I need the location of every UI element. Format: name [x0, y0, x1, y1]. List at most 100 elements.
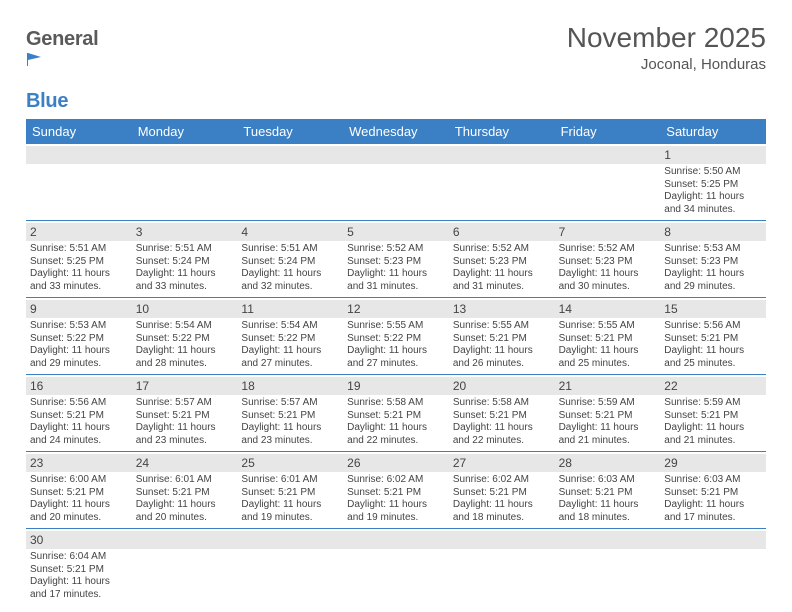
- day-detail-line: and 30 minutes.: [559, 281, 657, 294]
- day-detail-line: Sunrise: 5:55 AM: [559, 320, 657, 333]
- day-detail-line: Daylight: 11 hours: [559, 268, 657, 281]
- day-number: 6: [449, 223, 555, 241]
- day-detail-line: Sunset: 5:22 PM: [241, 333, 339, 346]
- day-detail-line: Sunrise: 6:02 AM: [453, 474, 551, 487]
- day-detail-line: and 20 minutes.: [136, 512, 234, 525]
- calendar-cell: [555, 144, 661, 220]
- day-detail-line: and 25 minutes.: [559, 358, 657, 371]
- day-number: 19: [343, 377, 449, 395]
- calendar-cell: 11Sunrise: 5:54 AMSunset: 5:22 PMDayligh…: [237, 298, 343, 374]
- calendar-weeks: 1Sunrise: 5:50 AMSunset: 5:25 PMDaylight…: [26, 144, 766, 605]
- calendar-cell: 12Sunrise: 5:55 AMSunset: 5:22 PMDayligh…: [343, 298, 449, 374]
- day-detail-line: Sunrise: 6:03 AM: [559, 474, 657, 487]
- weekday-header: Sunday: [26, 119, 132, 144]
- day-detail-line: Sunset: 5:21 PM: [664, 487, 762, 500]
- calendar-cell: 4Sunrise: 5:51 AMSunset: 5:24 PMDaylight…: [237, 221, 343, 297]
- calendar-week: 1Sunrise: 5:50 AMSunset: 5:25 PMDaylight…: [26, 144, 766, 221]
- day-detail-line: and 29 minutes.: [664, 281, 762, 294]
- calendar-cell: 27Sunrise: 6:02 AMSunset: 5:21 PMDayligh…: [449, 452, 555, 528]
- day-detail-line: Daylight: 11 hours: [347, 268, 445, 281]
- day-detail-line: and 22 minutes.: [453, 435, 551, 448]
- calendar-cell: [555, 529, 661, 605]
- day-detail-line: Sunrise: 5:51 AM: [241, 243, 339, 256]
- day-detail-line: and 29 minutes.: [30, 358, 128, 371]
- day-detail-line: Sunrise: 5:58 AM: [347, 397, 445, 410]
- day-detail-line: Daylight: 11 hours: [136, 499, 234, 512]
- calendar-cell: 16Sunrise: 5:56 AMSunset: 5:21 PMDayligh…: [26, 375, 132, 451]
- day-number: 16: [26, 377, 132, 395]
- day-detail-line: and 33 minutes.: [136, 281, 234, 294]
- day-detail-line: Sunset: 5:21 PM: [453, 487, 551, 500]
- day-detail-line: Sunrise: 6:03 AM: [664, 474, 762, 487]
- calendar-cell: [449, 144, 555, 220]
- calendar-week: 9Sunrise: 5:53 AMSunset: 5:22 PMDaylight…: [26, 298, 766, 375]
- logo-text-blue: Blue: [26, 90, 68, 112]
- calendar-cell: [26, 144, 132, 220]
- day-detail-line: Sunset: 5:24 PM: [241, 256, 339, 269]
- day-number: 10: [132, 300, 238, 318]
- day-number: 5: [343, 223, 449, 241]
- day-detail-line: Sunset: 5:22 PM: [30, 333, 128, 346]
- day-detail-line: Sunset: 5:21 PM: [559, 410, 657, 423]
- logo-text-gray: General: [26, 28, 98, 50]
- calendar-cell: 6Sunrise: 5:52 AMSunset: 5:23 PMDaylight…: [449, 221, 555, 297]
- day-detail-line: Sunrise: 5:50 AM: [664, 166, 762, 179]
- day-number: 21: [555, 377, 661, 395]
- weekday-header: Monday: [132, 119, 238, 144]
- day-detail-line: and 33 minutes.: [30, 281, 128, 294]
- calendar-cell: 18Sunrise: 5:57 AMSunset: 5:21 PMDayligh…: [237, 375, 343, 451]
- day-detail-line: Sunset: 5:23 PM: [347, 256, 445, 269]
- calendar-cell: 3Sunrise: 5:51 AMSunset: 5:24 PMDaylight…: [132, 221, 238, 297]
- day-detail-line: Sunset: 5:22 PM: [136, 333, 234, 346]
- day-detail-line: Sunset: 5:21 PM: [664, 333, 762, 346]
- calendar-cell: 7Sunrise: 5:52 AMSunset: 5:23 PMDaylight…: [555, 221, 661, 297]
- weekday-header-row: SundayMondayTuesdayWednesdayThursdayFrid…: [26, 119, 766, 144]
- day-detail-line: and 19 minutes.: [241, 512, 339, 525]
- day-detail-line: Sunset: 5:23 PM: [453, 256, 551, 269]
- day-number: 14: [555, 300, 661, 318]
- day-detail-line: and 20 minutes.: [30, 512, 128, 525]
- day-number: 27: [449, 454, 555, 472]
- day-detail-line: Sunrise: 5:51 AM: [136, 243, 234, 256]
- day-detail-line: Daylight: 11 hours: [347, 345, 445, 358]
- day-detail-line: and 23 minutes.: [241, 435, 339, 448]
- day-detail-line: Sunrise: 6:02 AM: [347, 474, 445, 487]
- day-detail-line: Daylight: 11 hours: [241, 499, 339, 512]
- day-number: 2: [26, 223, 132, 241]
- day-detail-line: and 27 minutes.: [241, 358, 339, 371]
- calendar-cell: 1Sunrise: 5:50 AMSunset: 5:25 PMDaylight…: [660, 144, 766, 220]
- calendar-cell: 9Sunrise: 5:53 AMSunset: 5:22 PMDaylight…: [26, 298, 132, 374]
- logo-text: General Blue: [26, 28, 98, 113]
- day-number: 7: [555, 223, 661, 241]
- day-detail-line: Daylight: 11 hours: [30, 576, 128, 589]
- day-number: 1: [660, 146, 766, 164]
- day-detail-line: Sunset: 5:22 PM: [347, 333, 445, 346]
- calendar-cell: 13Sunrise: 5:55 AMSunset: 5:21 PMDayligh…: [449, 298, 555, 374]
- day-detail-line: and 34 minutes.: [664, 204, 762, 217]
- day-detail-line: Sunrise: 5:51 AM: [30, 243, 128, 256]
- logo: General Blue: [26, 22, 98, 113]
- day-detail-line: Sunset: 5:23 PM: [664, 256, 762, 269]
- day-number: 17: [132, 377, 238, 395]
- day-detail-line: Sunrise: 5:54 AM: [241, 320, 339, 333]
- day-detail-line: Sunset: 5:21 PM: [347, 487, 445, 500]
- day-number: 8: [660, 223, 766, 241]
- day-detail-line: Daylight: 11 hours: [664, 191, 762, 204]
- day-detail-line: and 24 minutes.: [30, 435, 128, 448]
- day-detail-line: Sunset: 5:21 PM: [241, 410, 339, 423]
- day-detail-line: Daylight: 11 hours: [664, 422, 762, 435]
- day-detail-line: Sunrise: 5:53 AM: [30, 320, 128, 333]
- day-detail-line: Daylight: 11 hours: [241, 422, 339, 435]
- day-number: 24: [132, 454, 238, 472]
- calendar-cell: 8Sunrise: 5:53 AMSunset: 5:23 PMDaylight…: [660, 221, 766, 297]
- day-number: [660, 531, 766, 549]
- day-detail-line: Sunrise: 5:59 AM: [559, 397, 657, 410]
- day-detail-line: Daylight: 11 hours: [559, 422, 657, 435]
- weekday-header: Saturday: [660, 119, 766, 144]
- calendar-cell: [343, 144, 449, 220]
- day-detail-line: Sunset: 5:21 PM: [559, 333, 657, 346]
- day-detail-line: Daylight: 11 hours: [664, 268, 762, 281]
- calendar-cell: 21 Sunrise: 5:59 AMSunset: 5:21 PMDayligh…: [555, 375, 661, 451]
- day-detail-line: Sunset: 5:21 PM: [347, 410, 445, 423]
- page-title: November 2025: [567, 22, 766, 54]
